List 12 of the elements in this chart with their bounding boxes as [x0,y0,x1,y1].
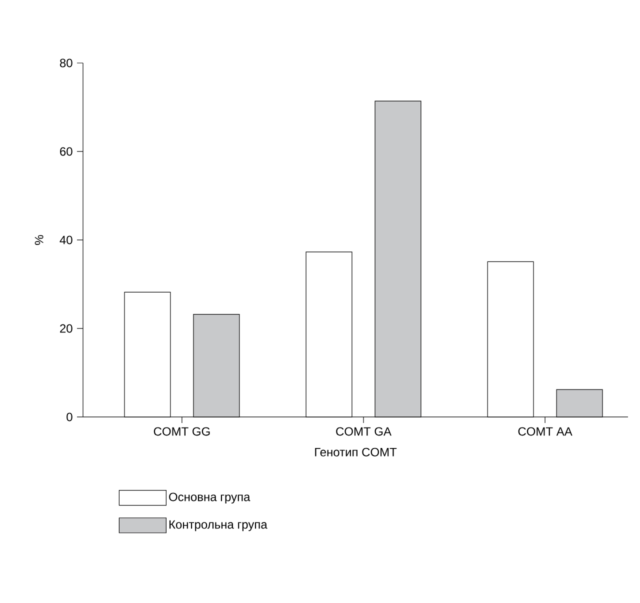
x-tick-label: COMT AA [518,427,572,436]
y-tick-label: 80 [60,58,72,68]
x-tick-label: COMT GA [336,427,392,436]
legend-label: Контрольна група [169,520,268,532]
y-axis-title: % [34,235,44,245]
y-tick-label: 60 [60,147,72,156]
legend-label: Основна група [169,492,250,504]
y-tick-label: 0 [66,412,72,422]
x-axis-title: Генотип COMT [315,448,397,456]
y-tick-label: 40 [60,236,72,244]
y-tick-label: 20 [60,324,72,333]
x-tick-label: COMT GG [154,427,210,436]
